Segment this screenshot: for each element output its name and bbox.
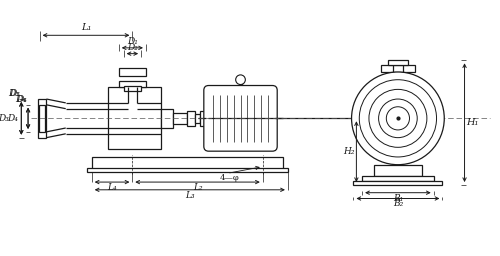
Bar xyxy=(38,105,46,132)
Bar xyxy=(162,109,173,128)
Bar xyxy=(188,111,195,126)
Bar xyxy=(374,165,422,176)
Text: D₁: D₁ xyxy=(127,37,138,46)
Text: D₄: D₄ xyxy=(16,95,27,104)
FancyBboxPatch shape xyxy=(204,86,277,151)
Text: 4—φ: 4—φ xyxy=(220,174,239,182)
Text: L₃: L₃ xyxy=(185,191,194,200)
Text: D₃: D₃ xyxy=(0,114,9,123)
Circle shape xyxy=(236,75,246,84)
Text: L₂: L₂ xyxy=(192,183,202,192)
Bar xyxy=(380,65,416,72)
Text: D₄: D₄ xyxy=(8,114,18,123)
Bar xyxy=(200,111,207,126)
Text: D₄: D₄ xyxy=(16,95,26,104)
Circle shape xyxy=(352,72,444,165)
Bar xyxy=(354,181,442,185)
Bar xyxy=(108,88,162,149)
Text: D₃: D₃ xyxy=(8,89,20,98)
Bar xyxy=(124,87,141,91)
Bar xyxy=(118,68,146,76)
Bar xyxy=(238,83,242,89)
Circle shape xyxy=(386,107,409,130)
Text: L₁: L₁ xyxy=(81,23,91,33)
Bar xyxy=(173,113,188,124)
Bar xyxy=(119,81,146,88)
Text: H₂: H₂ xyxy=(343,147,354,156)
Bar xyxy=(195,113,200,123)
Circle shape xyxy=(369,89,427,147)
Text: B₂: B₂ xyxy=(393,199,403,208)
Text: H₁: H₁ xyxy=(466,118,479,127)
Text: D₃: D₃ xyxy=(10,89,20,98)
Text: B₁: B₁ xyxy=(393,194,403,203)
Bar xyxy=(87,168,288,173)
Text: D₂: D₂ xyxy=(127,43,138,52)
Bar xyxy=(388,60,407,65)
Circle shape xyxy=(378,99,417,138)
Bar xyxy=(362,176,434,181)
Circle shape xyxy=(360,80,436,157)
Bar xyxy=(92,157,283,168)
Bar xyxy=(38,99,46,138)
Text: L₄: L₄ xyxy=(108,183,117,192)
